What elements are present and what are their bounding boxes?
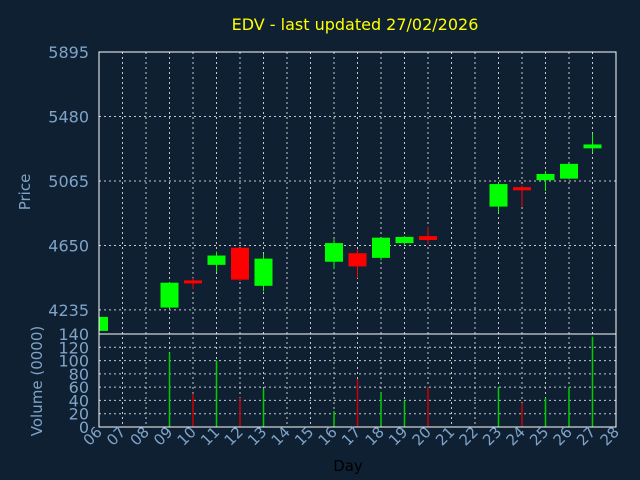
candle-body bbox=[99, 316, 108, 331]
candle-body bbox=[231, 247, 249, 280]
price-tick-label: 5895 bbox=[48, 43, 89, 62]
volume-tick-label: 60 bbox=[69, 378, 89, 397]
candle-body bbox=[513, 187, 531, 191]
price-tick-label: 4650 bbox=[48, 236, 89, 255]
volume-tick-label: 40 bbox=[69, 391, 89, 410]
candle-body bbox=[254, 258, 273, 286]
volume-tick-label: 0 bbox=[79, 418, 89, 437]
candle-body bbox=[560, 163, 578, 179]
candle-body bbox=[207, 255, 226, 265]
candle-body bbox=[325, 243, 343, 262]
candles-group bbox=[99, 133, 602, 331]
volume-tick-label: 20 bbox=[69, 405, 89, 424]
candle-body bbox=[372, 237, 390, 258]
candle-body bbox=[536, 173, 555, 181]
volume-axis-label: Volume (0000) bbox=[28, 326, 46, 436]
candle-body bbox=[348, 253, 367, 267]
volume-tick-label: 120 bbox=[58, 338, 89, 357]
price-tick-label: 5065 bbox=[48, 172, 89, 191]
candle-body bbox=[160, 282, 179, 308]
price-axis-label: Price bbox=[16, 174, 34, 211]
candle-body bbox=[583, 144, 602, 149]
price-tick-label: 4235 bbox=[48, 301, 89, 320]
candle-body bbox=[419, 236, 437, 240]
plot-layer: 4235465050655480589502040608010012014006… bbox=[48, 43, 623, 449]
volume-tick-label: 140 bbox=[58, 325, 89, 344]
x-axis-label: Day bbox=[333, 457, 363, 475]
candle-body bbox=[184, 280, 202, 284]
volume-tick-label: 100 bbox=[58, 352, 89, 371]
volume-tick-label: 80 bbox=[69, 365, 89, 384]
volume-panel-frame bbox=[98, 333, 617, 428]
price-tick-label: 5480 bbox=[48, 107, 89, 126]
candle-body bbox=[395, 236, 414, 244]
candle-body bbox=[489, 184, 508, 207]
chart-title: EDV - last updated 27/02/2026 bbox=[232, 15, 479, 34]
